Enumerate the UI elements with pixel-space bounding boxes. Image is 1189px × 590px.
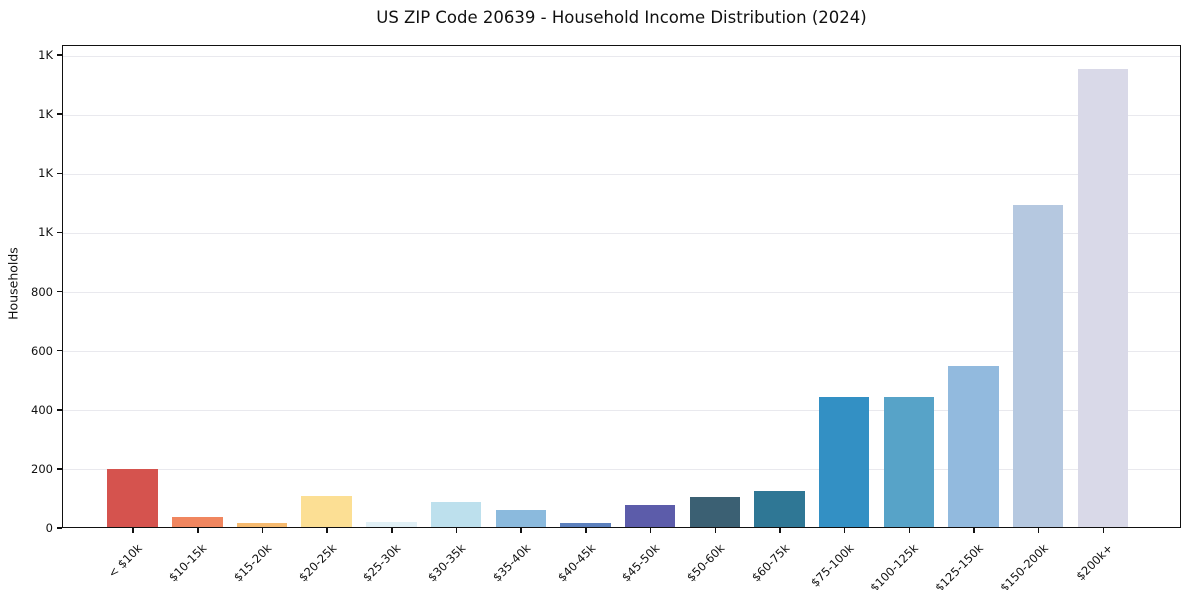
y-tick-mark: [57, 468, 62, 470]
gridline: [63, 232, 1180, 234]
x-tick-mark: [326, 528, 328, 533]
x-tick-label: < $10k: [105, 541, 146, 581]
x-tick-mark: [585, 528, 587, 533]
gridline: [63, 114, 1180, 116]
gridline: [63, 469, 1180, 471]
y-tick-mark: [57, 172, 62, 175]
x-tick-label: $15-20k: [230, 541, 275, 585]
bar: [624, 504, 676, 527]
bar: [818, 396, 870, 527]
y-tick-mark: [57, 409, 62, 411]
x-tick-label: $60-75k: [748, 541, 792, 585]
x-tick-mark: [1102, 528, 1105, 533]
bar: [948, 365, 999, 527]
x-tick-label: $45-50k: [619, 541, 663, 585]
x-tick-label: $200k+: [1073, 541, 1116, 584]
y-tick-mark: [57, 290, 62, 293]
x-tick-label: $25-30k: [360, 541, 404, 585]
x-tick-mark: [261, 528, 264, 533]
y-tick-label: 0: [45, 521, 53, 535]
x-tick-label: $35-40k: [489, 541, 534, 585]
x-tick-mark: [391, 528, 393, 533]
bar: [172, 517, 223, 527]
x-tick-mark: [843, 528, 846, 533]
x-tick-mark: [779, 528, 781, 533]
bar: [1012, 204, 1064, 527]
y-tick-label: 200: [31, 461, 53, 476]
x-tick-label: $150-200k: [996, 541, 1051, 590]
y-axis-title: Households: [5, 247, 21, 320]
gridline: [63, 351, 1180, 353]
x-tick-mark: [1037, 528, 1040, 533]
bar: [883, 396, 935, 527]
x-tick-label: $20-25k: [295, 541, 340, 585]
bar: [1077, 68, 1129, 527]
y-tick-mark: [57, 527, 62, 529]
x-tick-label: $10-15k: [166, 541, 210, 585]
bar: [301, 495, 352, 527]
gridline: [63, 173, 1180, 175]
gridline: [63, 292, 1180, 294]
y-tick-label: 1K: [38, 48, 53, 63]
x-tick-mark: [714, 528, 717, 533]
x-tick-mark: [455, 528, 458, 533]
y-tick-label: 1K: [38, 107, 53, 122]
x-tick-mark: [908, 528, 911, 533]
gridline: [63, 55, 1180, 57]
x-tick-mark: [197, 528, 199, 533]
y-tick-mark: [57, 231, 62, 234]
y-tick-mark: [57, 113, 62, 115]
bar: [430, 501, 482, 527]
x-tick-label: $40-45k: [554, 541, 598, 585]
y-tick-label: 400: [31, 402, 53, 417]
y-tick-label: 1K: [38, 225, 53, 240]
x-tick-label: $50-60k: [683, 541, 728, 585]
plot-area: [62, 45, 1181, 528]
x-tick-label: $100-125k: [867, 541, 922, 590]
x-tick-mark: [132, 528, 134, 533]
bar: [107, 469, 158, 527]
bar: [495, 509, 546, 527]
bar: [754, 490, 805, 527]
y-tick-mark: [57, 54, 62, 56]
x-tick-label: $30-35k: [425, 541, 469, 585]
x-tick-mark: [520, 528, 522, 533]
y-tick-mark: [57, 349, 62, 352]
bar: [689, 497, 740, 527]
x-tick-mark: [973, 528, 975, 533]
gridline: [63, 410, 1180, 412]
y-tick-label: 1K: [38, 166, 53, 181]
y-tick-label: 800: [31, 284, 53, 299]
chart-title: US ZIP Code 20639 - Household Income Dis…: [376, 8, 867, 27]
bar: [560, 522, 611, 527]
bar: [236, 523, 288, 527]
x-tick-mark: [649, 528, 652, 533]
x-tick-label: $75-100k: [807, 541, 857, 590]
x-axis-labels: < $10k $10-15k $15-20k $20-25k $25-30k $30-35…: [62, 533, 1181, 590]
x-tick-label: $125-150k: [932, 541, 986, 590]
bar: [366, 521, 417, 527]
y-tick-label: 600: [31, 343, 53, 358]
